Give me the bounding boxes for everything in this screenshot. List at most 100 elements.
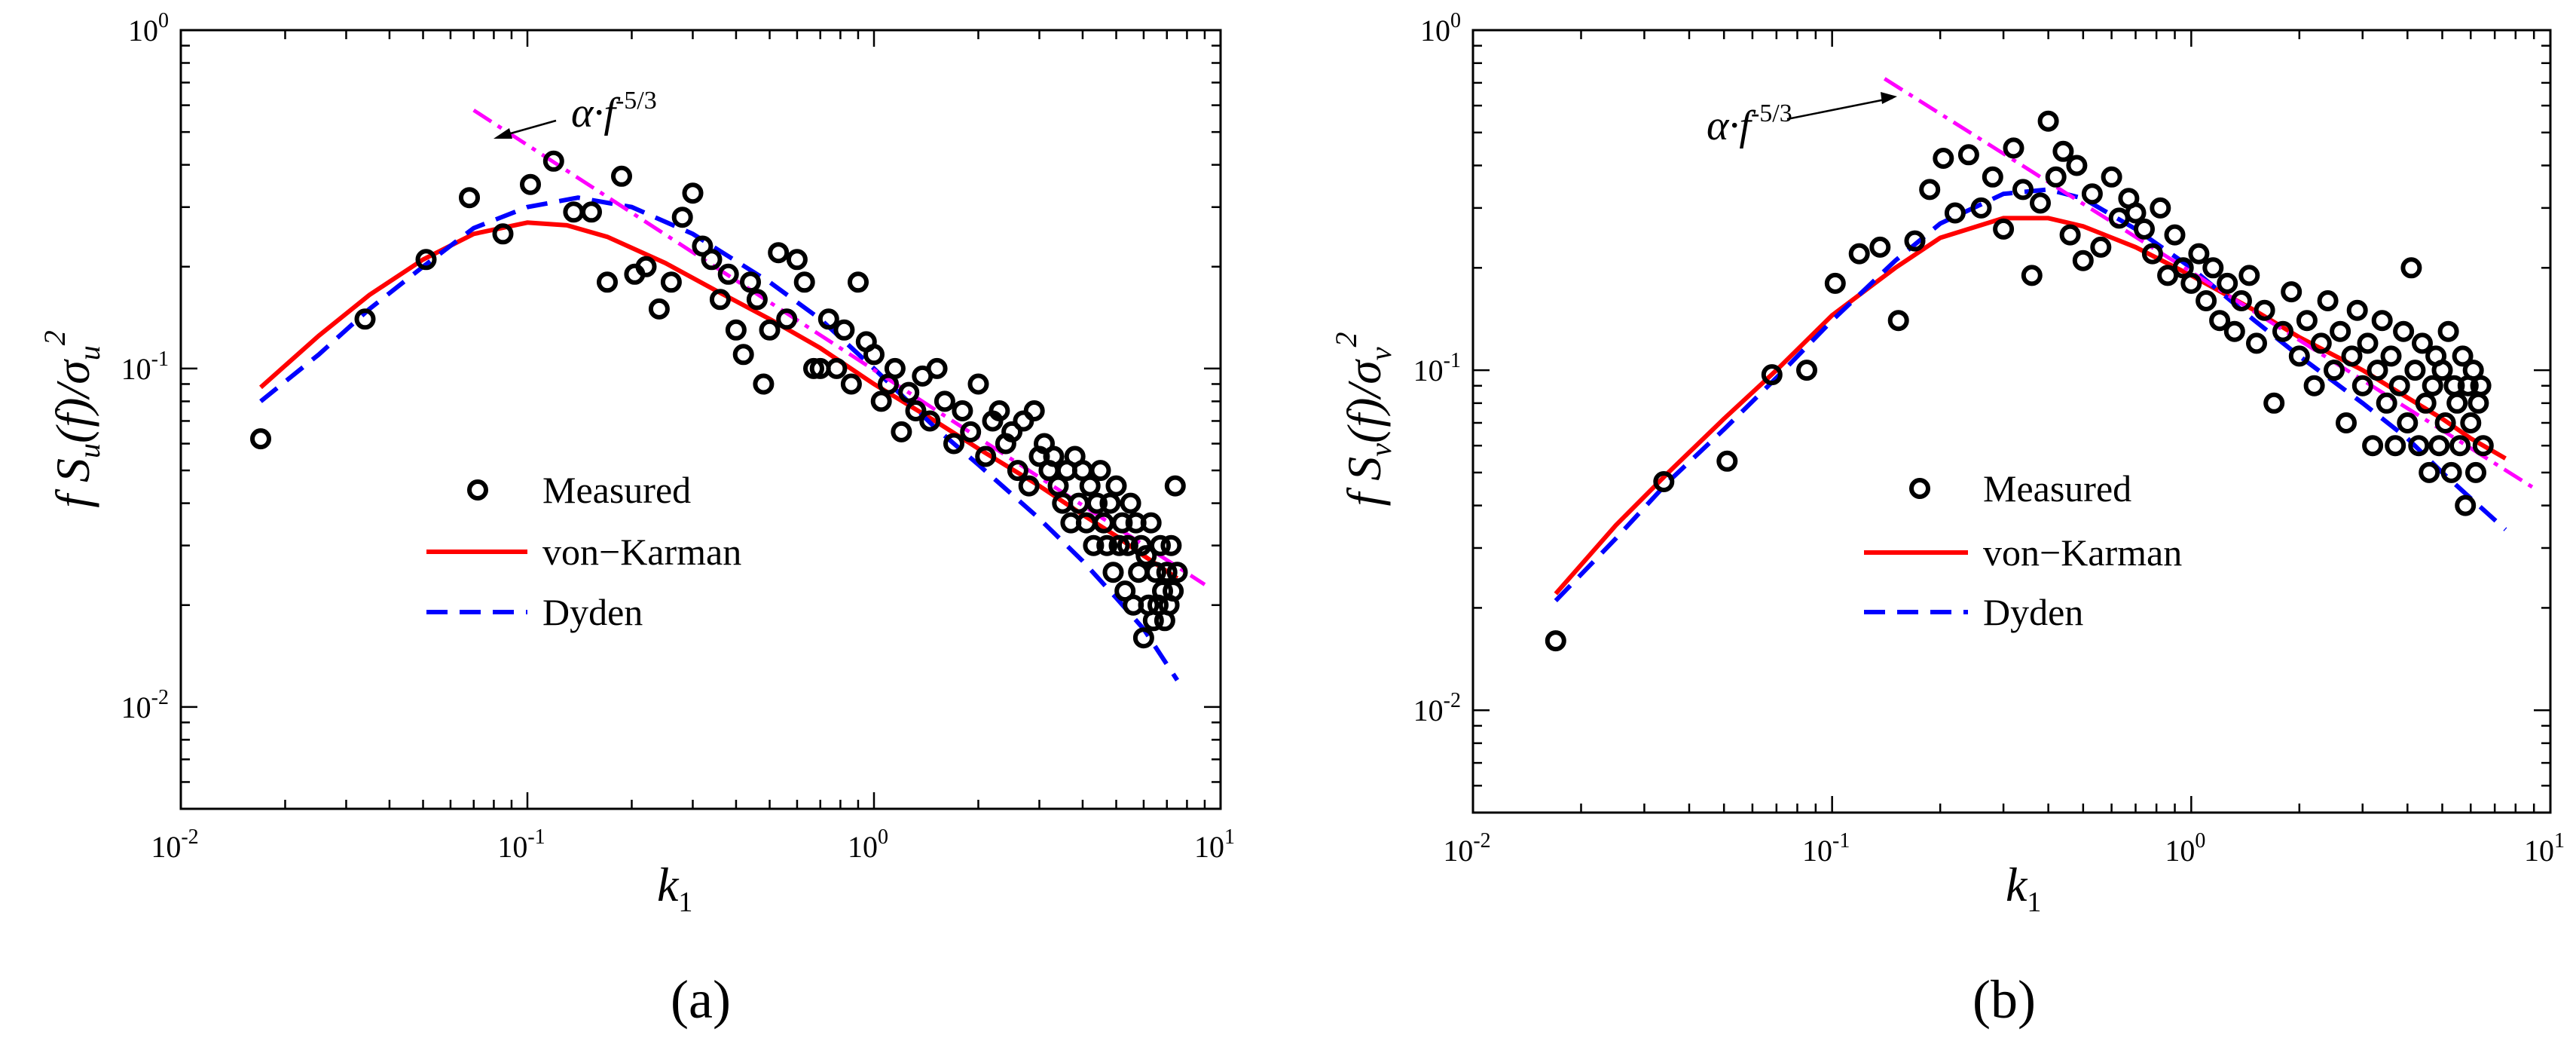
tick-labels: 10-2 10-1 100 101 10-2 10-1 100 [1413,9,2565,868]
measured-point [2388,375,2410,396]
measured-point [943,433,964,455]
measured-point [1993,218,2015,240]
measured-point [1824,272,1846,294]
measured-point [2422,375,2443,396]
measured-point [1079,475,1101,497]
measured-point [2188,243,2210,265]
legend-vonkarman-label: von−Karman [542,531,741,573]
measured-point [1160,534,1182,556]
measured-point [2134,218,2155,240]
measured-point [1130,534,1152,556]
ticks [179,30,1221,810]
kolmogorov-slope-line [1883,77,2535,490]
measured-point [2397,412,2419,433]
panel-label-a: (a) [671,969,731,1030]
svg-text:f Su(f)/σu2: f Su(f)/σu2 [38,330,106,508]
measured-point [2172,257,2194,279]
measured-point [2180,272,2202,294]
measured-point [2465,461,2486,483]
measured-point [826,357,848,379]
measured-point [934,390,955,412]
measured-point [2012,179,2034,201]
annotation-arrowhead [1881,92,1897,104]
measured-point [1128,562,1150,583]
measured-point [891,421,912,442]
measured-point [635,256,657,277]
measured-point [2367,360,2388,381]
measured-point [1848,243,1870,265]
measured-point [2281,281,2303,303]
measured-point [1869,236,1891,258]
x-axis-label: k1 [657,858,692,918]
measured-point [2472,435,2494,457]
annotation-label: α·f-5/3 [571,87,657,136]
measured-point [840,373,862,395]
measured-point [2437,320,2459,342]
measured-point [1102,562,1124,583]
measured-point [2434,412,2456,433]
measured-point [1111,512,1133,534]
y-tick-label: 100 [128,9,169,47]
measured-point [768,242,790,264]
measured-point [2408,435,2430,457]
measured-point [2090,236,2112,258]
measured-point [1653,471,1675,492]
measured-point [793,271,815,293]
measured-point [952,400,973,421]
x-tick-label: 101 [1194,825,1235,864]
measured-point [1007,460,1028,482]
measured-point [1933,148,1954,169]
measured-point [1970,197,1992,219]
measured-point [1716,450,1738,472]
measured-point [2296,310,2318,332]
measured-point [2455,494,2477,516]
measured-markers [250,150,1188,649]
y-tick-label: 10-2 [1413,689,1461,727]
legend-measured-marker [467,479,488,501]
measured-point [2081,183,2103,205]
measured-point [1105,475,1127,497]
measured-point [2310,332,2332,354]
measured-point [740,271,761,293]
kolmogorov-slope-line [472,109,1206,586]
measured-point [2059,224,2081,246]
measured-point [2431,360,2453,381]
annotation-label: α·f-5/3 [1707,100,1792,149]
measured-point [2066,155,2088,176]
measured-point [833,319,855,341]
measured-point [1545,630,1566,652]
legend-dyden-label: Dyden [1983,591,2083,633]
measured-point [2346,299,2368,321]
measured-point [732,344,754,366]
measured-point [1919,179,1941,201]
measured-point [2419,461,2440,483]
series-lines [1554,77,2535,602]
measured-point [905,400,927,421]
measured-point [1043,445,1065,467]
legend-vonkarman-label: von−Karman [1983,531,2182,574]
measured-point [1887,310,1909,332]
measured-point [1761,364,1783,386]
measured-point [1089,460,1111,482]
measured-point [2324,360,2345,381]
x-tick-label: 10-1 [1802,829,1850,868]
x-tick-label: 100 [2165,829,2205,868]
measured-point [786,249,808,271]
measured-point [2164,224,2186,246]
measured-point [1982,166,2003,188]
measured-point [2209,310,2231,332]
measured-point [2446,392,2468,414]
measured-point [2330,320,2351,342]
measured-point [1944,202,1966,224]
measured-point [967,373,989,395]
y-tick-label: 100 [1420,9,1461,47]
y-axis-label: f Sv(f)/σv2 [1329,332,1398,506]
slope-annotation: α·f-5/3 [1707,92,1897,149]
measured-point [776,308,798,330]
measured-point [2376,392,2397,414]
measured-point [2362,435,2384,457]
x-tick-label: 10-2 [1443,829,1490,868]
measured-point [1096,534,1118,556]
measured-point [2288,345,2310,367]
measured-point [2428,435,2450,457]
